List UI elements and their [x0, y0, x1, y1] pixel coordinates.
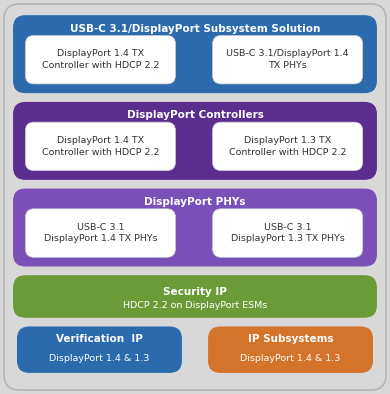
Text: IP Subsystems: IP Subsystems	[248, 335, 333, 344]
FancyBboxPatch shape	[14, 102, 376, 179]
Text: DisplayPort 1.4 & 1.3: DisplayPort 1.4 & 1.3	[240, 354, 341, 363]
Text: HDCP 2.2 on DisplayPort ESMs: HDCP 2.2 on DisplayPort ESMs	[123, 301, 267, 310]
FancyBboxPatch shape	[213, 35, 363, 84]
Text: DisplayPort 1.4 & 1.3: DisplayPort 1.4 & 1.3	[49, 354, 150, 363]
Text: USB-C 3.1/DisplayPort 1.4
TX PHYs: USB-C 3.1/DisplayPort 1.4 TX PHYs	[226, 50, 349, 70]
FancyBboxPatch shape	[209, 327, 372, 372]
Text: USB-C 3.1/DisplayPort Subsystem Solution: USB-C 3.1/DisplayPort Subsystem Solution	[70, 24, 320, 34]
FancyBboxPatch shape	[25, 122, 176, 171]
Text: DisplayPort 1.4 TX
Controller with HDCP 2.2: DisplayPort 1.4 TX Controller with HDCP …	[42, 136, 159, 156]
FancyBboxPatch shape	[4, 4, 386, 390]
FancyBboxPatch shape	[25, 209, 176, 257]
Text: USB-C 3.1
DisplayPort 1.4 TX PHYs: USB-C 3.1 DisplayPort 1.4 TX PHYs	[44, 223, 157, 243]
FancyBboxPatch shape	[14, 16, 376, 93]
FancyBboxPatch shape	[213, 209, 363, 257]
Text: DisplayPort 1.4 TX
Controller with HDCP 2.2: DisplayPort 1.4 TX Controller with HDCP …	[42, 50, 159, 70]
FancyBboxPatch shape	[14, 189, 376, 266]
Text: Verification  IP: Verification IP	[56, 335, 143, 344]
FancyBboxPatch shape	[25, 35, 176, 84]
Text: USB-C 3.1
DisplayPort 1.3 TX PHYs: USB-C 3.1 DisplayPort 1.3 TX PHYs	[231, 223, 344, 243]
Text: DisplayPort 1.3 TX
Controller with HDCP 2.2: DisplayPort 1.3 TX Controller with HDCP …	[229, 136, 346, 156]
Text: DisplayPort PHYs: DisplayPort PHYs	[144, 197, 246, 207]
Text: Security IP: Security IP	[163, 286, 227, 297]
FancyBboxPatch shape	[213, 122, 363, 171]
FancyBboxPatch shape	[18, 327, 181, 372]
FancyBboxPatch shape	[14, 276, 376, 317]
Text: DisplayPort Controllers: DisplayPort Controllers	[127, 110, 263, 121]
